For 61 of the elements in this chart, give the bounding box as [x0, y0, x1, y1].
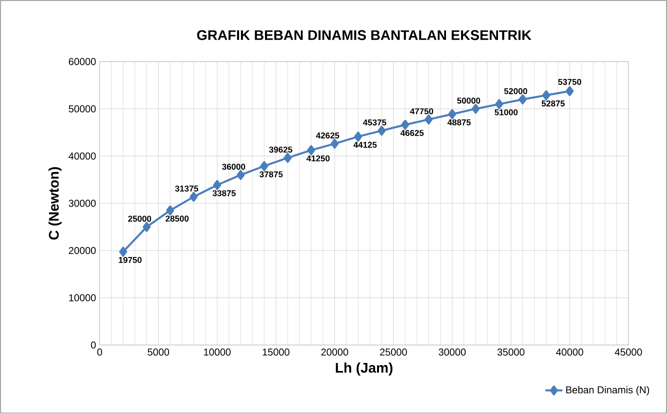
data-label: 51000 — [494, 110, 518, 116]
x-tick-label: 45000 — [614, 348, 642, 356]
x-tick-label: 10000 — [204, 348, 231, 356]
data-label: 41250 — [306, 156, 330, 162]
data-label: 50000 — [457, 98, 480, 104]
point — [542, 90, 550, 100]
y-axis-title: C (Newton) — [48, 167, 62, 240]
point — [307, 145, 316, 156]
point — [236, 170, 245, 180]
data-label: 53750 — [558, 79, 582, 86]
y-tick-label: 20000 — [68, 247, 96, 254]
data-label: 36000 — [222, 164, 246, 170]
x-tick-label: 20000 — [321, 348, 348, 356]
point — [495, 99, 504, 110]
point — [213, 180, 222, 190]
data-label: 45375 — [363, 120, 386, 126]
point — [424, 114, 433, 125]
x-tick-label: 35000 — [497, 348, 524, 356]
data-label: 48875 — [448, 120, 471, 126]
y-tick-label: 30000 — [68, 200, 96, 208]
data-label: 25000 — [128, 216, 152, 222]
data-label: 46625 — [400, 130, 424, 136]
data-label: 47750 — [410, 108, 434, 114]
data-label: 52000 — [504, 88, 528, 94]
point — [284, 153, 292, 164]
x-tick-label: 5000 — [148, 348, 170, 356]
data-label: 19750 — [118, 257, 142, 264]
y-tick-label: 40000 — [68, 152, 96, 160]
data-label: 31375 — [175, 186, 198, 192]
y-tick-label: 60000 — [68, 58, 96, 66]
y-tick-label: 50000 — [68, 105, 96, 113]
point — [378, 126, 386, 136]
point — [190, 192, 198, 202]
point — [330, 138, 339, 149]
point — [354, 132, 362, 142]
point — [166, 206, 174, 216]
x-tick-label: 15000 — [262, 348, 290, 356]
data-label: 44125 — [353, 142, 377, 148]
data-label: 28500 — [166, 216, 189, 222]
data-label: 39625 — [269, 146, 292, 153]
point — [448, 109, 456, 120]
point — [401, 120, 410, 130]
legend-label: Beban Dinamis (N) — [566, 386, 650, 396]
point — [260, 161, 268, 172]
data-label: 42625 — [316, 132, 340, 139]
y-tick-label: 0 — [90, 342, 96, 349]
data-label: 33875 — [212, 190, 236, 196]
y-tick-label: 10000 — [69, 294, 96, 302]
point — [119, 246, 128, 257]
data-label: 37875 — [260, 172, 283, 178]
data-label: 52875 — [542, 100, 565, 107]
chart-title: GRAFIK BEBAN DINAMIS BANTALAN EKSENTRIK — [197, 30, 532, 40]
x-tick-label: 40000 — [556, 348, 584, 356]
x-tick-label: 0 — [97, 348, 102, 356]
point — [518, 94, 527, 105]
x-tick-label: 30000 — [438, 348, 466, 356]
point — [566, 86, 574, 96]
point — [472, 104, 480, 114]
x-tick-label: 25000 — [380, 348, 407, 356]
x-axis-title: Lh (Jam) — [336, 362, 392, 376]
point — [142, 222, 151, 232]
